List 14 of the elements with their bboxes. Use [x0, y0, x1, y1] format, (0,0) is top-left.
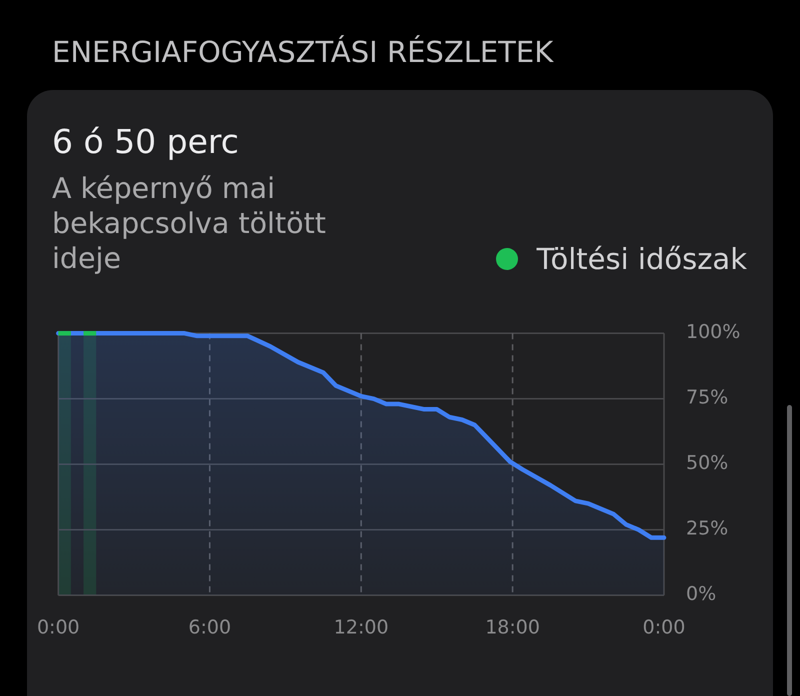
y-tick-label: 75%: [686, 386, 728, 409]
x-tick-label: 12:00: [334, 616, 389, 639]
x-tick-label: 0:00: [36, 616, 80, 639]
text: A képernyő mai bekapcsolva töltött ideje: [52, 171, 327, 276]
chart-title: ENERGIAFOGYASZTÁSI RÉSZLETEK: [52, 35, 554, 69]
x-tick-label: 6:00: [188, 616, 232, 639]
chart-subtitle: 6 ó 50 perc: [52, 122, 239, 161]
x-tick-label: 18:00: [485, 616, 540, 639]
y-tick-label: 25%: [686, 518, 728, 540]
y-tick-label: 100%: [686, 321, 740, 344]
legend-label: Töltési időszak: [536, 241, 747, 277]
y-tick-label: 50%: [686, 452, 728, 474]
x-tick-label: 0:00: [642, 616, 686, 639]
y-tick-label: 0%: [686, 583, 716, 606]
